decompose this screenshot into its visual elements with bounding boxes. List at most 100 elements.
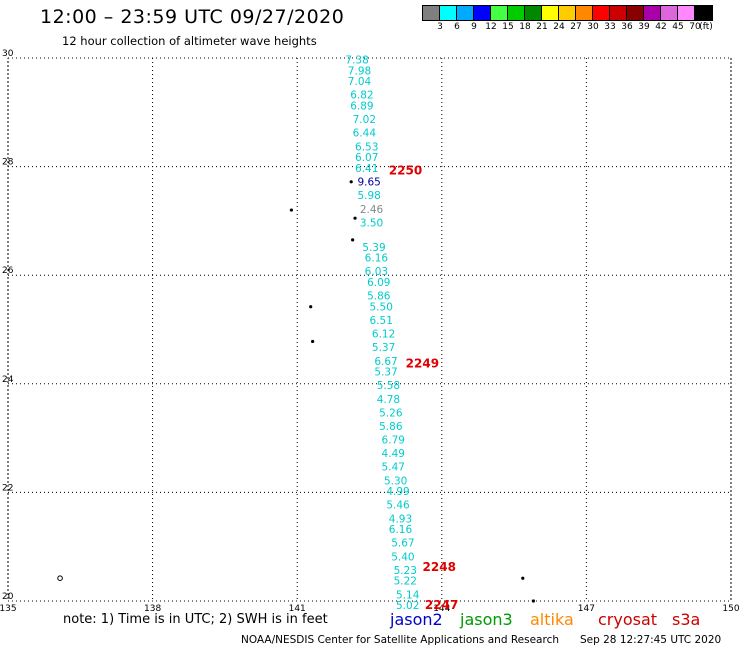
wave-height-value: 7.04 <box>348 76 372 88</box>
color-scale-label: 12 <box>485 22 497 32</box>
y-tick-label: 28 <box>2 158 14 168</box>
wave-height-value: 5.58 <box>377 380 400 392</box>
x-tick-label: 144 <box>433 604 450 614</box>
wave-height-value: 6.44 <box>353 128 377 140</box>
color-swatch <box>423 6 440 20</box>
color-swatch <box>491 6 508 20</box>
legend-item-altika: altika <box>530 610 574 629</box>
color-scale-label: 6 <box>454 22 460 32</box>
wave-height-value: 6.16 <box>389 524 413 536</box>
color-scale-label: 18 <box>519 22 531 32</box>
wave-height-value: 6.03 <box>365 266 388 278</box>
pass-time-label: 2249 <box>406 357 439 371</box>
wave-height-value: 6.51 <box>370 315 393 327</box>
color-scale-label: 21 <box>536 22 548 32</box>
wave-height-value: 5.50 <box>370 301 393 313</box>
color-scale-label: 15 <box>502 22 514 32</box>
pass-time-label: 2250 <box>389 164 422 178</box>
pass-time-label: 2248 <box>423 560 456 574</box>
wave-height-value: 6.07 <box>355 152 378 164</box>
color-swatch <box>610 6 627 20</box>
wave-height-value: 5.37 <box>374 367 397 379</box>
wave-height-value: 6.41 <box>355 163 378 175</box>
island-marker <box>521 576 525 580</box>
footer-note: note: 1) Time is in UTC; 2) SWH is in fe… <box>63 612 328 627</box>
wave-height-value: 4.93 <box>389 513 412 525</box>
wave-height-value: 6.89 <box>350 101 373 113</box>
color-swatch <box>678 6 695 20</box>
wave-height-value: 6.16 <box>365 253 389 265</box>
wave-height-value: 4.99 <box>386 486 409 498</box>
plot-frame <box>7 57 732 602</box>
color-swatch <box>661 6 678 20</box>
y-tick-label: 30 <box>2 49 14 59</box>
color-swatch <box>593 6 610 20</box>
x-tick-label: 135 <box>0 604 17 614</box>
color-swatch <box>576 6 593 20</box>
color-swatch <box>627 6 644 20</box>
wave-height-value: 5.30 <box>384 475 407 487</box>
credit-text: NOAA/NESDIS Center for Satellite Applica… <box>241 634 559 646</box>
color-swatch <box>542 6 559 20</box>
color-scale-label: 27 <box>570 22 582 32</box>
wave-height-value: 9.65 <box>357 177 380 189</box>
color-swatch <box>525 6 542 20</box>
island-marker <box>349 180 353 184</box>
color-swatch <box>440 6 457 20</box>
x-tick-label: 138 <box>144 604 161 614</box>
island-marker <box>309 305 313 309</box>
x-tick-label: 150 <box>722 604 739 614</box>
pass-time-label: 2247 <box>425 598 458 612</box>
wave-height-value: 5.39 <box>362 242 385 254</box>
y-tick-label: 22 <box>2 483 13 493</box>
color-scale-label: 9 <box>471 22 477 32</box>
color-scale-label: 33 <box>604 22 616 32</box>
legend-item-jason2: jason2 <box>390 610 443 629</box>
wave-height-value: 4.78 <box>377 394 400 406</box>
color-scale-label: 39 <box>638 22 650 32</box>
wave-height-value: 5.86 <box>379 421 403 433</box>
wave-height-value: 5.22 <box>394 576 417 588</box>
legend-item-jason3: jason3 <box>460 610 513 629</box>
legend-item-s3a: s3a <box>672 610 701 629</box>
wave-height-value: 5.23 <box>394 565 417 577</box>
color-swatch <box>559 6 576 20</box>
wave-height-value: 7.02 <box>353 114 376 126</box>
wave-height-value: 7.98 <box>348 65 371 77</box>
wave-height-value: 6.12 <box>372 329 395 341</box>
legend-item-cryosat: cryosat <box>598 610 658 629</box>
wave-height-value: 4.49 <box>382 448 405 460</box>
island-marker <box>531 599 535 603</box>
island-marker <box>353 216 357 220</box>
island-marker <box>57 575 63 581</box>
color-scale-label: 36 <box>621 22 633 32</box>
y-tick-label: 26 <box>2 266 14 276</box>
wave-height-value: 5.02 <box>396 600 419 612</box>
y-tick-label: 24 <box>2 375 14 385</box>
color-swatch <box>474 6 491 20</box>
wave-height-value: 6.79 <box>382 435 405 447</box>
page-title: 12:00 – 23:59 UTC 09/27/2020 <box>40 6 345 28</box>
color-swatch <box>644 6 661 20</box>
wave-height-value: 6.67 <box>374 356 397 368</box>
color-scale-bar <box>422 5 713 21</box>
wave-height-value: 6.82 <box>350 90 373 102</box>
island-marker <box>351 238 355 242</box>
wave-height-value: 5.86 <box>367 291 391 303</box>
color-scale-label: 3 <box>437 22 443 32</box>
color-scale-label: 70 <box>689 22 701 32</box>
wave-height-value: 2.46 <box>360 204 384 216</box>
wave-height-value: 6.09 <box>367 277 390 289</box>
color-scale-label: 45 <box>672 22 684 32</box>
color-swatch <box>508 6 525 20</box>
wave-height-value: 5.98 <box>357 190 380 202</box>
wave-height-value: 5.26 <box>379 407 403 419</box>
x-tick-label: 141 <box>289 604 306 614</box>
wave-height-value: 3.50 <box>360 217 383 229</box>
wave-height-value: 5.46 <box>386 500 410 512</box>
generated-timestamp: Sep 28 12:27:45 UTC 2020 <box>580 634 722 646</box>
y-tick-label: 20 <box>2 592 14 602</box>
color-scale-label: 42 <box>655 22 667 32</box>
wave-height-value: 5.40 <box>391 551 414 563</box>
